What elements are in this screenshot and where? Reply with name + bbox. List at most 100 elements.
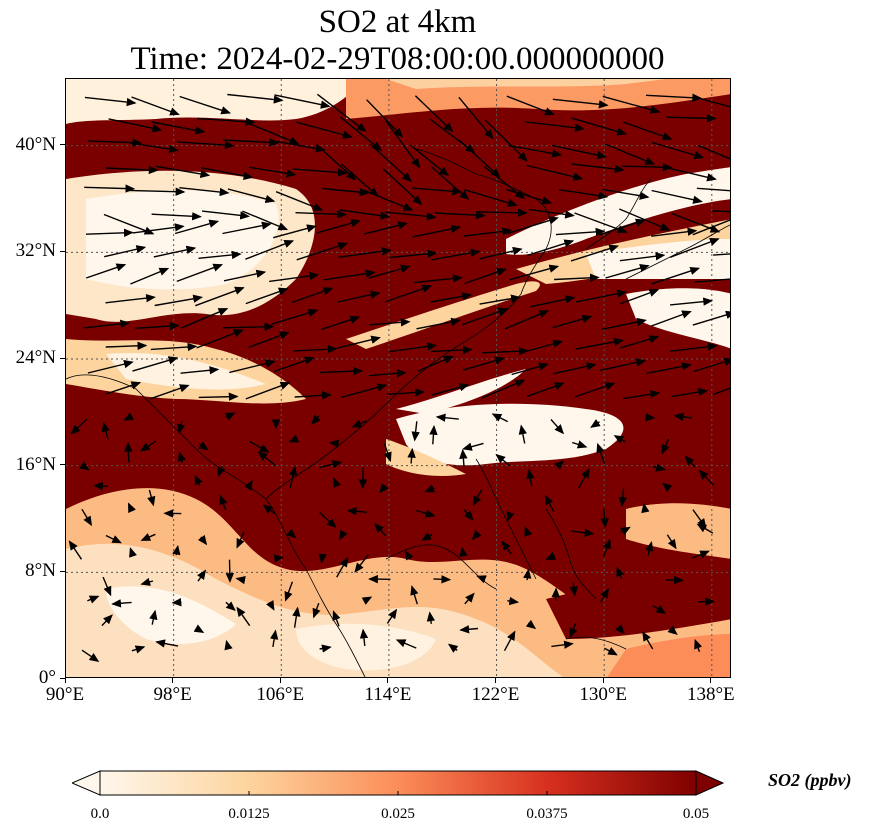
wind-arrow	[150, 342, 198, 352]
wind-arrow	[480, 379, 526, 400]
wind-arrow	[236, 531, 245, 549]
wind-arrow	[174, 219, 220, 235]
wind-arrow	[426, 611, 436, 624]
wind-arrow	[530, 295, 576, 308]
wind-arrow	[544, 494, 555, 513]
wind-arrow	[622, 390, 661, 400]
wind-arrow	[273, 224, 317, 239]
wind-arrow	[374, 522, 387, 537]
wind-arrow	[692, 219, 730, 236]
wind-arrow	[383, 443, 392, 463]
wind-arrow	[600, 358, 647, 371]
wind-arrow	[131, 96, 180, 116]
wind-arrow	[227, 188, 276, 204]
wind-arrow	[225, 559, 235, 583]
wind-arrow	[339, 116, 382, 151]
wind-arrow	[257, 451, 276, 466]
wind-arrow	[87, 595, 100, 604]
wind-arrow	[172, 544, 181, 556]
wind-arrow	[476, 575, 487, 584]
lon-tick	[64, 678, 66, 683]
wind-arrow	[552, 314, 593, 329]
wind-arrow	[384, 211, 437, 221]
wind-arrow	[551, 640, 574, 649]
wind-arrow	[484, 119, 528, 162]
lon-tick-label: 90°E	[45, 684, 85, 705]
wind-arrow	[223, 269, 267, 282]
wind-arrow	[602, 95, 661, 114]
wind-arrow	[495, 453, 511, 467]
wind-arrow	[81, 508, 93, 527]
lat-tick-label: 16°N	[15, 453, 56, 475]
wind-arrow	[354, 554, 369, 573]
wind-arrow	[524, 526, 533, 537]
wind-arrow	[179, 95, 232, 115]
wind-arrow	[571, 440, 588, 449]
wind-arrow	[139, 440, 157, 452]
wind-arrow	[292, 606, 301, 628]
colorbar-tick-label: 0.0375	[526, 806, 568, 822]
wind-arrow	[101, 421, 110, 440]
wind-arrow	[661, 438, 670, 455]
wind-arrow	[198, 250, 242, 260]
wind-arrow	[196, 329, 244, 349]
wind-arrow	[93, 481, 109, 491]
low-so2-streak-central	[346, 281, 540, 349]
wind-arrow	[179, 187, 230, 197]
wind-arrow	[458, 139, 501, 178]
wind-arrow	[670, 342, 718, 352]
wind-arrow	[222, 322, 275, 331]
wind-arrow	[198, 441, 209, 451]
wind-arrow	[511, 362, 549, 376]
wind-arrow	[132, 223, 185, 234]
wind-arrow	[509, 264, 560, 281]
wind-arrow	[698, 469, 715, 486]
wind-arrow	[651, 189, 703, 204]
wind-arrow	[316, 219, 361, 234]
wind-arrow	[698, 144, 730, 160]
wind-arrow	[550, 419, 565, 435]
wind-arrow	[202, 210, 250, 220]
wind-arrow	[602, 538, 611, 557]
wind-arrow	[293, 345, 338, 354]
wind-arrow	[248, 331, 290, 349]
wind-arrow	[103, 213, 155, 235]
wind-arrow	[294, 391, 332, 400]
wind-arrow	[462, 307, 509, 326]
wind-arrow	[525, 619, 537, 630]
wind-arrow	[155, 165, 211, 179]
wind-arrow	[242, 210, 289, 231]
colorbar	[72, 770, 724, 796]
wind-arrow	[217, 465, 226, 478]
wind-arrow	[590, 419, 601, 428]
wind-arrow	[551, 587, 560, 601]
wind-arrow	[555, 227, 606, 237]
wind-arrow	[464, 189, 518, 207]
lat-tick-label: 40°N	[15, 133, 56, 155]
lat-tick-label: 24°N	[15, 347, 56, 368]
wind-arrow	[620, 526, 631, 536]
wind-arrow	[336, 556, 349, 578]
wind-arrow	[395, 639, 417, 649]
wind-arrow	[434, 210, 486, 220]
wind-arrow	[338, 247, 392, 258]
wind-arrow	[464, 592, 475, 605]
wind-arrow	[385, 120, 421, 169]
lat-tick	[60, 144, 65, 146]
wind-arrow	[319, 366, 364, 376]
wind-arrow	[616, 566, 625, 579]
wind-arrow	[671, 387, 709, 398]
lon-tick	[172, 678, 174, 683]
wind-arrow	[645, 413, 656, 422]
wind-arrow	[525, 339, 564, 353]
wind-vectors	[68, 93, 730, 662]
wind-arrow	[270, 629, 279, 648]
wind-arrow	[227, 93, 284, 104]
wind-arrow	[135, 321, 180, 331]
wind-arrow	[526, 164, 584, 181]
wind-arrow	[224, 639, 233, 651]
wind-arrow	[713, 253, 730, 256]
wind-arrow	[527, 382, 565, 397]
wind-arrow	[600, 587, 609, 603]
wind-arrow	[665, 166, 717, 182]
